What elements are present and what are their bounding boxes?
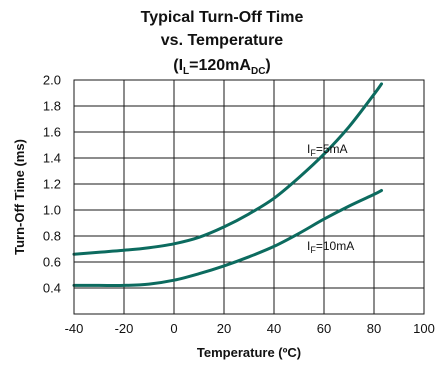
series-label-10ma-rest: =10mA: [316, 239, 354, 253]
title-open: (I: [173, 57, 183, 74]
series-label-10ma-main: I: [307, 239, 310, 253]
y-tick-label: 1.6: [43, 125, 61, 140]
title-close: ): [265, 57, 270, 74]
chart-title-line-1: Typical Turn-Off Time: [141, 9, 304, 26]
y-tick-labels: 0.4 0.6 0.8 1.0 1.2 1.4 1.6 1.8 2.0: [43, 73, 61, 296]
series-line-if-5ma: [72, 82, 383, 256]
x-tick-label: 60: [317, 321, 331, 336]
x-tick-label: 20: [217, 321, 231, 336]
chart-title-line-3: (IL=120mADC): [173, 57, 271, 77]
y-tick-label: 1.4: [43, 151, 61, 166]
title-sub-l: L: [183, 66, 189, 77]
series-label-10ma: IF=10mA: [307, 239, 354, 255]
series-label-5ma-rest: =5mA: [316, 142, 348, 156]
y-tick-label: 2.0: [43, 73, 61, 88]
x-tick-label: 80: [367, 321, 381, 336]
y-tick-label: 1.0: [43, 203, 61, 218]
x-axis-label: Temperature (ºC): [197, 345, 301, 360]
y-axis-label: Turn-Off Time (ms): [12, 139, 27, 255]
series-line-if-10ma: [72, 189, 383, 287]
plot-frame: [73, 79, 425, 315]
x-tick-label: 0: [170, 321, 177, 336]
y-tick-label: 1.2: [43, 177, 61, 192]
series-label-5ma: IF=5mA: [307, 142, 348, 158]
series-label-5ma-sub: F: [310, 148, 316, 158]
y-tick-label: 1.8: [43, 99, 61, 114]
y-tick-label: 0.4: [43, 281, 61, 296]
x-tick-label: 40: [267, 321, 281, 336]
y-tick-label: 0.8: [43, 229, 61, 244]
x-tick-label: -40: [65, 321, 84, 336]
x-tick-label: 100: [413, 321, 435, 336]
x-tick-labels: -40 -20 0 20 40 60 80 100: [65, 321, 435, 336]
series-label-10ma-sub: F: [310, 245, 316, 255]
title-current: =120mA: [189, 57, 251, 74]
series: [72, 82, 383, 287]
series-label-5ma-main: I: [307, 142, 310, 156]
x-tick-label: -20: [115, 321, 134, 336]
y-tick-label: 0.6: [43, 255, 61, 270]
chart-title-line-2: vs. Temperature: [161, 32, 284, 49]
title-sub-dc: DC: [251, 66, 265, 77]
